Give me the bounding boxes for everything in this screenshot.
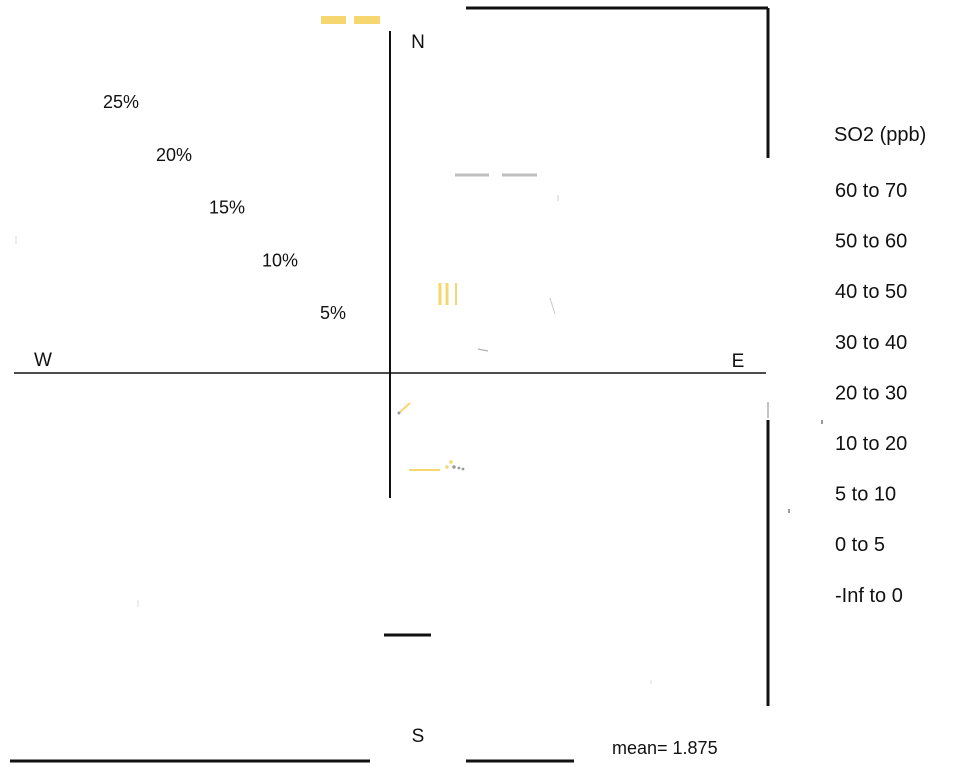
radial-tick-label: 10% — [262, 250, 298, 270]
legend-item: 30 to 40 — [835, 332, 907, 354]
petal-dot — [449, 460, 453, 464]
petal-mark — [549, 297, 556, 315]
petal-mark — [399, 402, 411, 413]
petal-dot — [397, 411, 401, 415]
legend-title: SO2 (ppb) — [834, 124, 926, 146]
mean-label: mean= 1.875 — [612, 738, 718, 758]
east-label: E — [732, 351, 745, 372]
legend-item: 40 to 50 — [835, 281, 907, 303]
radial-tick-label: 20% — [156, 145, 192, 165]
radial-tick-label: 15% — [209, 198, 245, 218]
south-label: S — [412, 726, 425, 747]
legend-item: 60 to 70 — [835, 180, 907, 202]
legend-item: 20 to 30 — [835, 382, 907, 404]
west-label: W — [34, 350, 52, 371]
north-label: N — [411, 32, 425, 53]
radial-tick-label: 25% — [103, 92, 139, 112]
petal-mark — [477, 348, 489, 352]
petal-dot — [445, 465, 449, 469]
legend-item: 50 to 60 — [835, 231, 907, 253]
petal-dot — [452, 465, 456, 469]
legend-item: 5 to 10 — [835, 484, 896, 506]
legend-item: 10 to 20 — [835, 433, 907, 455]
legend-item: -Inf to 0 — [835, 585, 903, 607]
petal-dot — [457, 466, 461, 470]
radial-tick-label: 5% — [320, 303, 346, 323]
legend-item: 0 to 5 — [835, 534, 885, 556]
petal-dot — [461, 467, 465, 471]
